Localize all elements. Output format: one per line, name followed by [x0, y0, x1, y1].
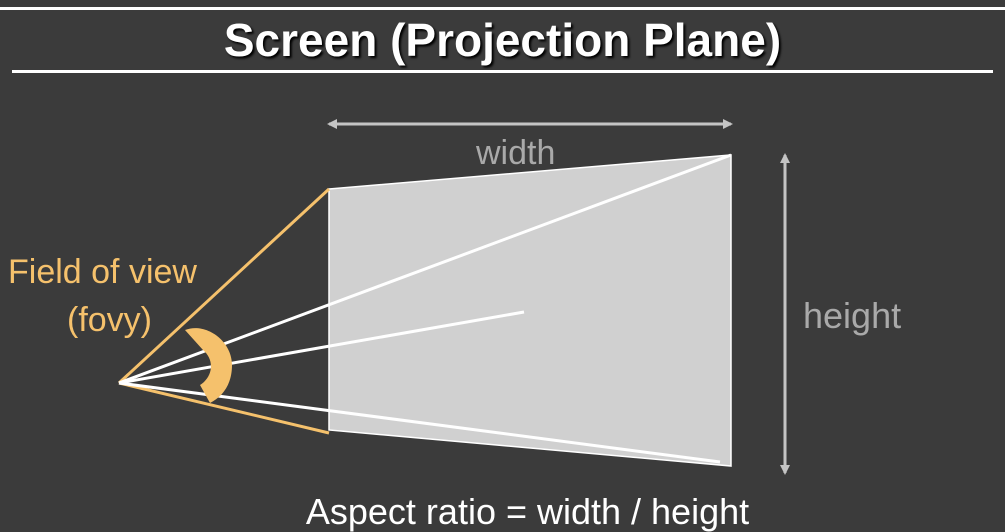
title-rule-bottom: [12, 70, 993, 73]
view-ray-center: [118, 310, 525, 385]
fovy-label: (fovy): [67, 301, 152, 339]
fov-angle-arc: [185, 328, 232, 403]
fov-edge-bottom: [118, 381, 330, 435]
fov-label: Field of view: [8, 253, 197, 291]
height-label: height: [803, 295, 902, 336]
aspect-ratio-caption: Aspect ratio = width / height: [305, 491, 750, 532]
title-rule-top: [0, 7, 1005, 10]
page-title: Screen (Projection Plane): [223, 14, 782, 66]
screen-plane: [328, 154, 732, 467]
width-label: width: [476, 134, 556, 172]
title-bar: Screen (Projection Plane): [0, 0, 1005, 75]
fov-edge-top: [117, 187, 331, 385]
